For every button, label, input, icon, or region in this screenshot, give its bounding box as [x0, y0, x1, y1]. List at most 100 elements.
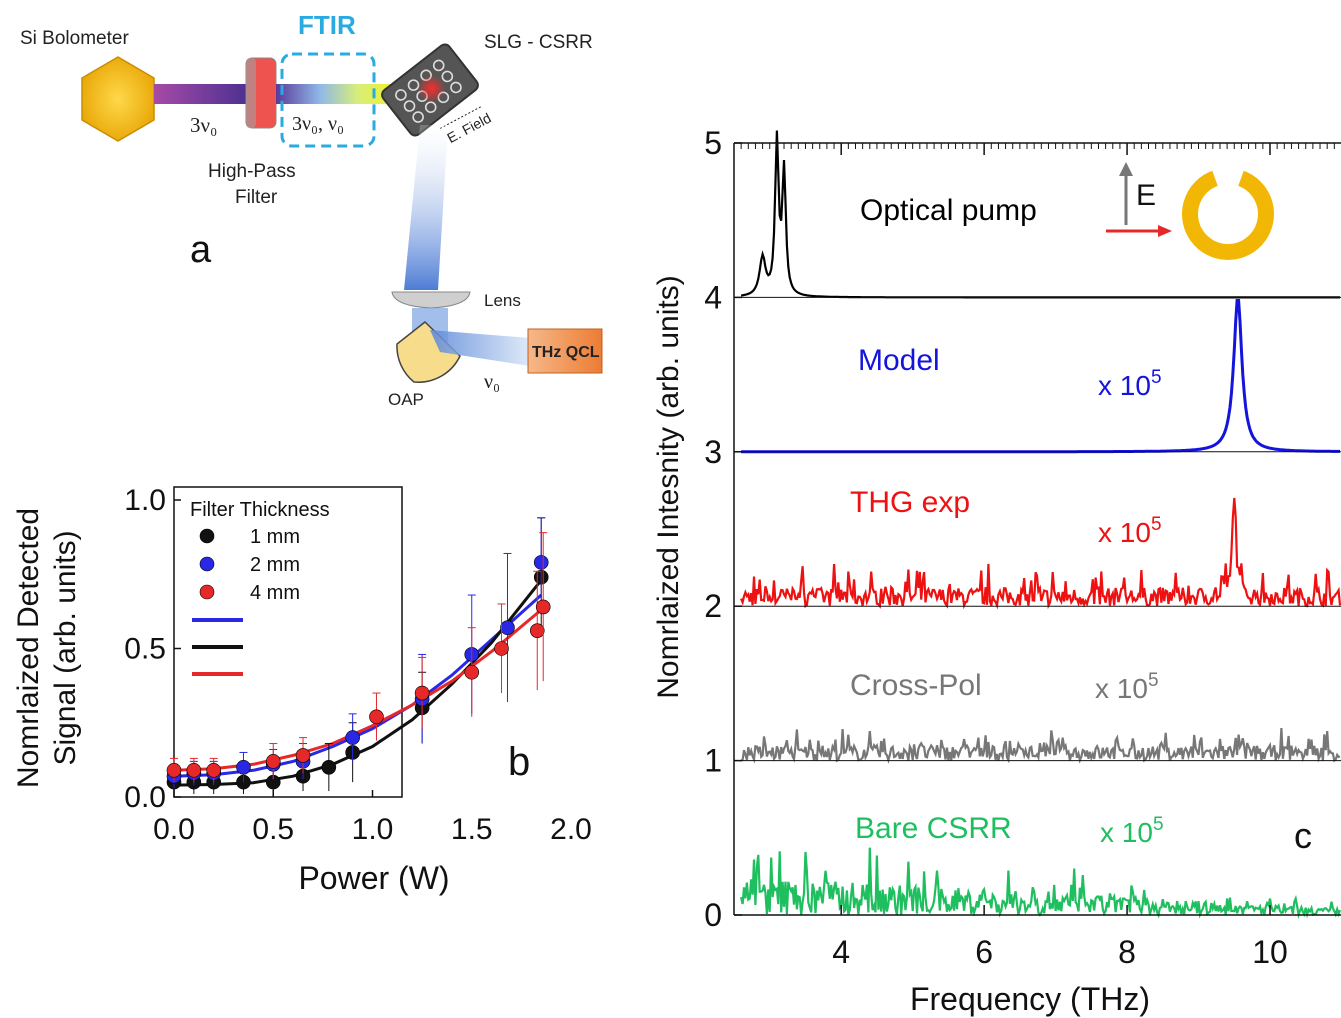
b-x-tick-label: 1.5 — [451, 813, 493, 846]
b-data-point — [500, 620, 515, 636]
beam-ftir — [276, 84, 402, 104]
b-data-point — [166, 762, 182, 778]
c-multiplier-exponent: 5 — [1153, 814, 1164, 835]
c-series-trace — [740, 497, 1341, 610]
bolometer-label: Si Bolometer — [20, 28, 129, 49]
b-legend-marker — [199, 556, 215, 572]
b-y-tick-label: 1.0 — [124, 484, 166, 517]
b-x-tick-label: 1.0 — [352, 813, 394, 846]
panel-label-b: b — [508, 740, 530, 784]
efield-label: E. Field — [444, 110, 493, 146]
c-x-tick-label: 4 — [832, 934, 850, 970]
sample-slg-csrr — [381, 43, 479, 137]
panel-b-power-chart: 0.0 0.5 1.0 1.5 2.0 0.0 0.5 1.0 Power (W) Nomrl… — [12, 484, 592, 896]
panel-label-a: a — [190, 229, 212, 271]
b-legend: Filter Thickness 1 mm 2 mm 4 mm — [190, 499, 330, 676]
b-data-point — [464, 664, 480, 680]
b-data-point — [414, 685, 430, 701]
c-y-tick-label: 4 — [704, 279, 722, 315]
b-data-point — [236, 759, 251, 775]
c-inset-e-label: E — [1136, 179, 1156, 212]
b-y-tick-label: 0.0 — [124, 781, 166, 814]
b-data-point — [345, 730, 360, 745]
qcl-source-icon — [527, 328, 603, 374]
c-series-label: Optical pump — [860, 194, 1037, 227]
c-y-tick-label: 0 — [704, 897, 722, 933]
c-y-axis-label: Nomrlaized Intesnity (arb. units) — [652, 275, 685, 699]
c-multiplier-label: x 105 — [1095, 670, 1159, 704]
c-multiplier-exponent: 5 — [1148, 670, 1159, 691]
c-inset-split-ring-icon — [1182, 170, 1274, 260]
c-series-label: Cross-Pol — [850, 669, 982, 702]
c-series-trace — [741, 299, 1340, 454]
c-multiplier-label: x 105 — [1098, 367, 1162, 401]
b-legend-entry: 2 mm — [250, 554, 300, 576]
b-legend-entry: 4 mm — [250, 582, 300, 604]
b-data-point — [369, 709, 384, 725]
c-inset-k-arrowhead — [1158, 225, 1172, 237]
b-y-axis-label-2: Signal (arb. units) — [49, 530, 82, 765]
lens-label: Lens — [484, 291, 521, 310]
b-y-axis-label-1: Nomrlaized Detected — [12, 508, 45, 788]
panel-label-c: c — [1294, 815, 1312, 856]
b-data-point — [494, 641, 509, 656]
c-x-tick-label: 8 — [1118, 934, 1136, 970]
beam-label-left: 3ν₀ — [190, 113, 217, 137]
filter-label-2: Filter — [235, 187, 278, 208]
b-data-point — [206, 762, 221, 778]
c-polarization-inset: E — [1106, 162, 1274, 260]
nu0-label: ν₀ — [484, 371, 500, 393]
qcl-label: THz QCL — [532, 344, 600, 361]
setup-schematic: Si Bolometer 3ν₀ High-Pass Filter FTIR 3… — [20, 10, 603, 409]
oap-mirror-icon — [396, 321, 461, 383]
oap-label: OAP — [388, 390, 424, 409]
b-legend-title: Filter Thickness — [190, 499, 330, 521]
b-data-point — [533, 555, 549, 570]
beam-3nu0 — [154, 84, 250, 104]
ftir-label: FTIR — [298, 10, 356, 40]
b-data-point — [295, 748, 311, 763]
b-data-point — [186, 762, 202, 778]
c-series-label: Model — [858, 344, 940, 377]
beam-vertical — [404, 125, 448, 290]
c-series-trace — [740, 847, 1341, 920]
b-y-tick-label: 0.5 — [124, 633, 166, 666]
b-legend-entry: 1 mm — [250, 526, 300, 548]
c-y-tick-label: 2 — [704, 588, 722, 624]
panel-c-spectra-chart: 4 6 8 10 0 1 2 3 4 5 Optical pump Model x 105 THG ex… — [652, 125, 1341, 1017]
c-y-tick-label: 5 — [704, 125, 722, 161]
c-series-label: Bare CSRR — [855, 812, 1012, 845]
b-fit-line — [173, 608, 543, 772]
beam-horizontal — [430, 330, 530, 366]
c-x-tick-label: 6 — [975, 934, 993, 970]
lens-icon — [391, 291, 471, 309]
b-plot-frame — [173, 486, 403, 798]
c-multiplier-label: x 105 — [1100, 814, 1164, 848]
beam-label-ftir: 3ν₀, ν₀ — [292, 113, 344, 135]
c-multiplier-exponent: 5 — [1151, 514, 1162, 535]
c-x-tick-label: 10 — [1252, 934, 1288, 970]
bolometer-icon — [81, 56, 155, 142]
b-data-point — [321, 759, 337, 775]
b-data-point — [535, 599, 551, 615]
c-y-tick-label: 3 — [704, 434, 722, 470]
c-series-trace — [740, 728, 1341, 765]
c-inset-e-arrowhead — [1119, 162, 1133, 176]
filter-label-1: High-Pass — [208, 161, 296, 182]
b-x-axis-label: Power (W) — [298, 860, 449, 896]
b-data-point — [265, 754, 281, 769]
b-x-tick-label: 0.0 — [153, 813, 195, 846]
c-series-trace — [740, 130, 1340, 299]
b-x-tick-label: 0.5 — [252, 813, 294, 846]
b-legend-marker — [199, 584, 215, 600]
b-legend-marker — [199, 528, 215, 544]
sample-label: SLG - CSRR — [484, 32, 593, 53]
c-y-tick-label: 1 — [704, 743, 722, 779]
ftir-box — [280, 52, 376, 148]
b-x-tick-label: 2.0 — [550, 813, 592, 846]
c-multiplier-label: x 105 — [1098, 514, 1162, 548]
c-multiplier-exponent: 5 — [1151, 367, 1162, 388]
c-x-axis-label: Frequency (THz) — [910, 981, 1150, 1017]
b-data-point — [529, 623, 545, 638]
